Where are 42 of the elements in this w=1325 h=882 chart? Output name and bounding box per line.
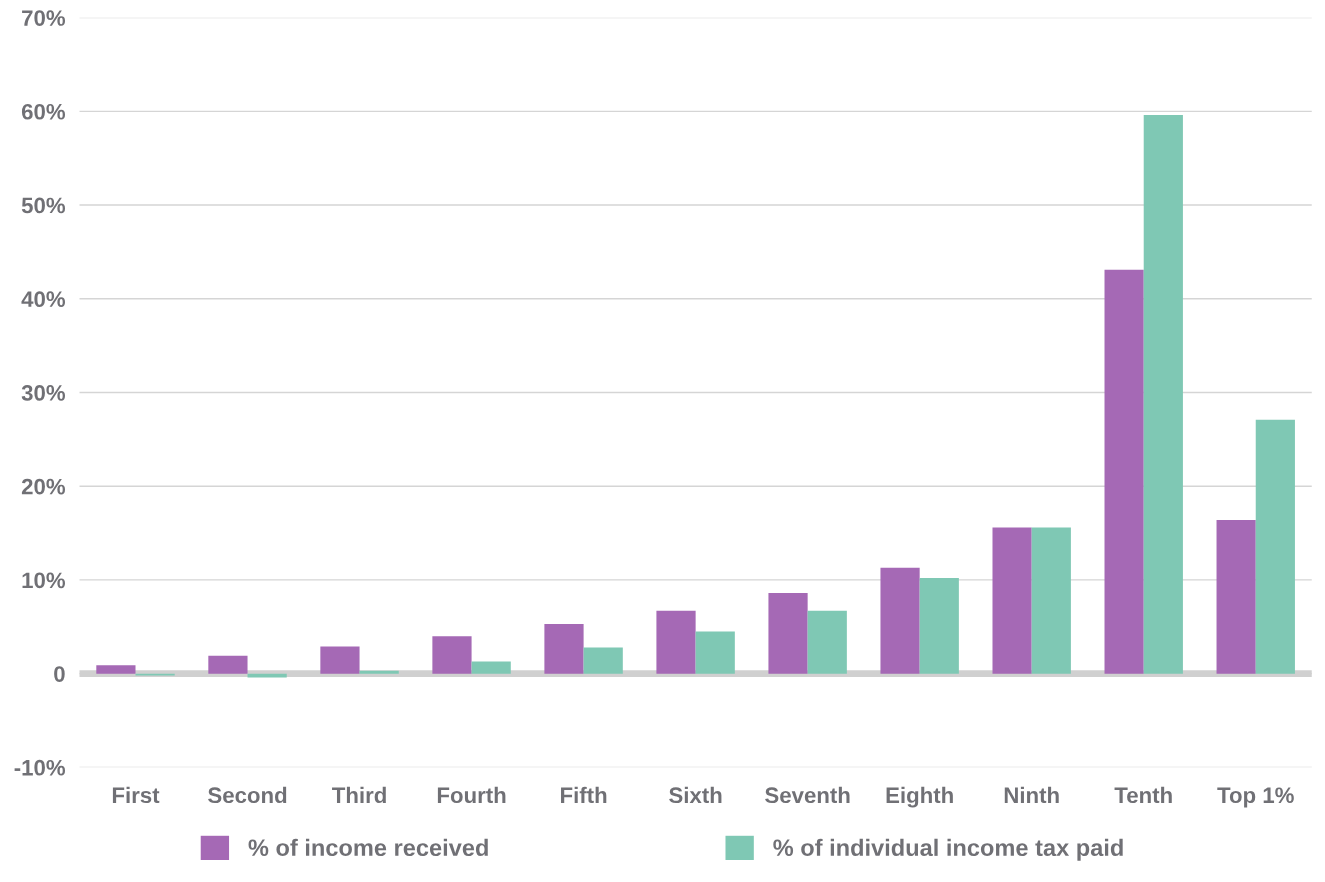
bar [1216,519,1256,674]
x-tick-label: Eighth [886,786,953,808]
bar [992,527,1032,674]
bar [208,655,248,674]
y-tick-label: 10% [22,572,66,589]
bar [544,623,584,674]
bar [1104,269,1144,674]
bar [695,631,735,674]
x-tick-label: Fifth [561,786,607,804]
bar [1255,419,1295,674]
bar [583,647,623,674]
y-tick-label: 50% [21,197,66,214]
x-tick-label: Tenth [1114,786,1172,804]
x-tick-label: Sixth [669,786,722,804]
legend-label: % of individual income tax paid [773,838,1123,861]
bar [880,567,920,674]
y-tick-label: 20% [21,478,66,495]
x-tick-label: Top 1% [1217,787,1294,808]
x-tick-label: Third [332,786,386,804]
bar [96,665,136,674]
bar [1143,115,1183,674]
y-tick-label: 40% [21,291,66,308]
x-tick-label: Ninth [1004,786,1059,804]
y-tick-label: 30% [21,385,66,401]
bar [656,610,696,674]
x-tick-label: Seventh [765,786,850,804]
bar [432,636,472,674]
bar [471,661,511,674]
y-tick-label: 60% [21,103,66,120]
legend-label: % of income received [248,838,488,857]
x-tick-label: First [112,786,160,804]
y-tick-label: 0 [54,666,65,682]
y-tick-label: -10% [14,759,66,776]
x-tick-label: Second [208,786,287,804]
bar [807,610,847,674]
bar [919,578,959,674]
bar [768,593,808,674]
bar [359,670,399,674]
bar [320,646,360,674]
y-tick-label: 70% [22,10,66,26]
x-tick-label: Fourth [437,786,506,804]
bar [1031,527,1071,674]
